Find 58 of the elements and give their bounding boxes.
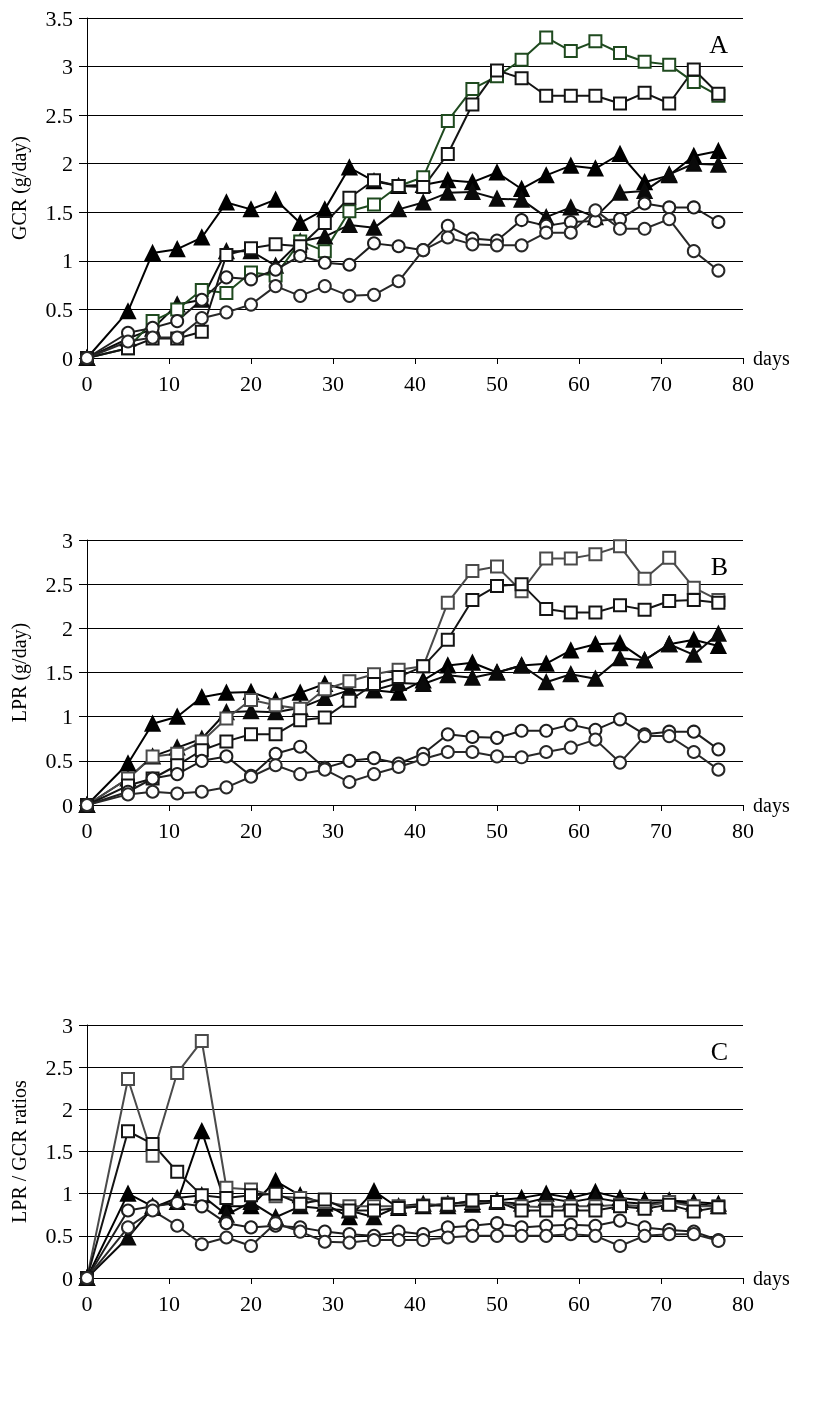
x-tick-label: 80 <box>732 817 754 843</box>
y-tick-label: 3.5 <box>45 5 73 31</box>
x-tick-label: 60 <box>568 817 590 843</box>
y-tick-label: 3 <box>62 54 73 80</box>
y-tick-label: 2 <box>62 615 73 641</box>
x-tick-label: 70 <box>650 1290 672 1316</box>
x-tick-label: 80 <box>732 1290 754 1316</box>
x-tick-label: 10 <box>158 1290 180 1316</box>
x-tick-label: 20 <box>240 817 262 843</box>
x-tick-label: 50 <box>486 1290 508 1316</box>
chart-title: C <box>710 1036 728 1066</box>
x-tick-label: 0 <box>81 817 93 843</box>
y-tick-label: 1.5 <box>45 1139 73 1164</box>
y-tick-label: 0 <box>62 792 73 818</box>
y-tick-label: 0.5 <box>45 296 73 322</box>
y-tick-label: 2.5 <box>45 102 73 128</box>
y-tick-label: 0 <box>62 1265 73 1291</box>
x-tick-label: 20 <box>240 370 262 396</box>
y-tick-label: 2.5 <box>45 1054 73 1080</box>
y-axis-title: LPR / GCR ratios <box>8 1079 30 1223</box>
x-tick-label: 60 <box>568 1290 590 1316</box>
y-tick-label: 2.5 <box>45 571 73 597</box>
x-axis-title: days <box>753 347 790 370</box>
x-tick-label: 0 <box>81 370 93 396</box>
x-tick-label: 10 <box>158 370 180 396</box>
x-tick-label: 0 <box>81 1290 93 1316</box>
chart-title: A <box>709 29 729 59</box>
y-tick-label: 1 <box>62 248 73 274</box>
x-axis-title: days <box>753 794 790 817</box>
y-tick-label: 3 <box>62 1012 73 1038</box>
y-tick-label: 2 <box>62 151 73 177</box>
x-tick-label: 70 <box>650 370 672 396</box>
chart-title: B <box>710 551 728 581</box>
x-tick-label: 40 <box>404 817 426 843</box>
x-tick-label: 50 <box>486 370 508 396</box>
x-tick-label: 40 <box>404 370 426 396</box>
y-tick-label: 1.5 <box>45 660 73 685</box>
x-tick-label: 30 <box>322 1290 344 1316</box>
y-tick-label: 1.5 <box>45 199 73 225</box>
x-tick-label: 80 <box>732 370 754 396</box>
x-tick-label: 70 <box>650 817 672 843</box>
y-tick-label: 2 <box>62 1096 73 1122</box>
x-tick-label: 30 <box>322 817 344 843</box>
y-tick-label: 3 <box>62 527 73 553</box>
y-tick-label: 1 <box>62 1181 73 1207</box>
y-tick-label: 1 <box>62 704 73 730</box>
y-axis-title: LPR (g/day) <box>8 622 31 723</box>
x-tick-label: 30 <box>322 370 344 396</box>
y-axis-title: GCR (g/day) <box>8 136 31 240</box>
x-tick-label: 10 <box>158 817 180 843</box>
y-tick-label: 0.5 <box>45 1223 73 1249</box>
x-axis-title: days <box>753 1267 790 1290</box>
x-tick-label: 50 <box>486 817 508 843</box>
x-tick-label: 40 <box>404 1290 426 1316</box>
x-tick-label: 60 <box>568 370 590 396</box>
y-tick-label: 0 <box>62 345 73 371</box>
x-tick-label: 20 <box>240 1290 262 1316</box>
y-tick-label: 0.5 <box>45 748 73 774</box>
